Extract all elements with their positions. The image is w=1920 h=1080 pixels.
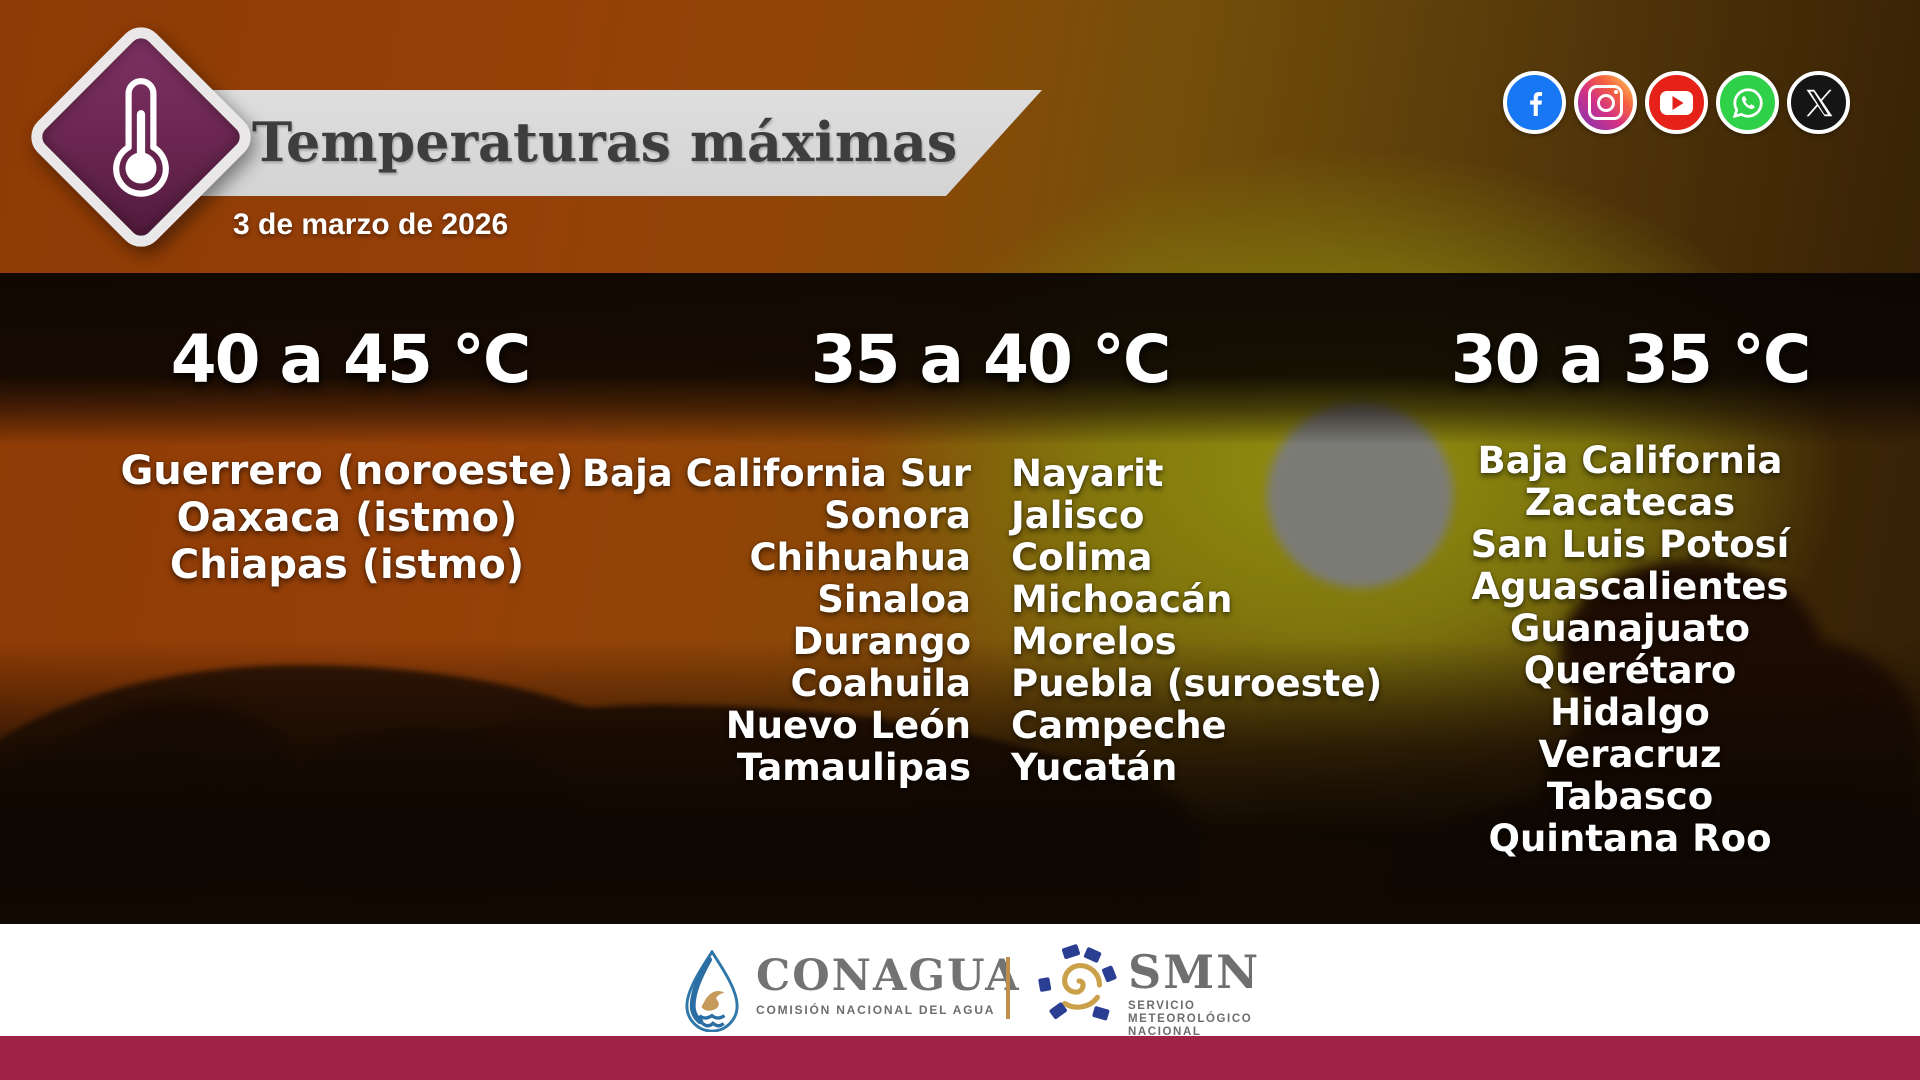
state-item: Oaxaca (istmo) xyxy=(176,495,518,541)
state-item: Chiapas (istmo) xyxy=(169,542,525,588)
temperature-range-band xyxy=(0,273,1920,445)
temp-range-header-30-35: 30 a 35 °C xyxy=(1450,321,1812,398)
date-label: 3 de marzo de 2026 xyxy=(233,208,509,241)
facebook-icon[interactable] xyxy=(1503,71,1566,134)
smn-subtitle-line: NACIONAL xyxy=(1128,1026,1202,1038)
state-item: Yucatán xyxy=(1011,746,1178,789)
instagram-icon[interactable] xyxy=(1574,71,1637,134)
thermometer-icon xyxy=(113,78,169,197)
state-item: Morelos xyxy=(1011,620,1177,663)
state-item: Campeche xyxy=(1011,704,1227,747)
state-item: Coahuila xyxy=(790,662,971,705)
title-banner xyxy=(158,90,1042,196)
state-item: Nuevo León xyxy=(725,704,971,747)
youtube-icon[interactable] xyxy=(1645,71,1708,134)
state-list-35-40-right: Nayarit Jalisco Colima Michoacán Morelos… xyxy=(1011,453,1382,789)
state-item: Quintana Roo xyxy=(1488,817,1772,860)
state-item: Tabasco xyxy=(1546,775,1714,818)
thermometer-badge xyxy=(22,18,260,256)
state-item: Sonora xyxy=(823,494,971,537)
state-item: Guerrero (noroeste) xyxy=(120,448,574,494)
page-title: Temperaturas máximas xyxy=(252,110,958,174)
state-item: Veracruz xyxy=(1538,733,1722,776)
smn-subtitle-line: SERVICIO xyxy=(1128,1000,1196,1012)
smn-subtitle-line: METEOROLÓGICO xyxy=(1128,1013,1253,1025)
conagua-name: CONAGUA xyxy=(756,951,1021,1001)
state-item: San Luis Potosí xyxy=(1470,523,1790,566)
state-item: Michoacán xyxy=(1011,578,1233,621)
state-item: Zacatecas xyxy=(1524,481,1736,524)
smn-logo-icon xyxy=(1038,944,1117,1021)
state-item: Aguascalientes xyxy=(1471,565,1789,608)
state-item: Chihuahua xyxy=(749,536,971,579)
social-bar xyxy=(1503,71,1850,134)
maroon-accent-bar xyxy=(0,1036,1920,1080)
conagua-logo-icon xyxy=(685,950,739,1032)
state-item: Jalisco xyxy=(1011,494,1145,537)
state-item: Durango xyxy=(792,620,971,663)
temp-range-header-40-45: 40 a 45 °C xyxy=(170,321,532,398)
state-item: Baja California Sur xyxy=(581,452,971,495)
state-list-35-40-left: Baja California Sur Sonora Chihuahua Sin… xyxy=(582,453,971,789)
logo-divider xyxy=(1006,957,1010,1019)
state-item: Puebla (suroeste) xyxy=(1011,662,1383,705)
state-item: Nayarit xyxy=(1011,452,1164,495)
x-twitter-icon[interactable] xyxy=(1787,71,1850,134)
state-item: Colima xyxy=(1011,536,1153,579)
state-item: Sinaloa xyxy=(817,578,971,621)
conagua-subtitle: COMISIÓN NACIONAL DEL AGUA xyxy=(756,1003,996,1017)
state-item: Tamaulipas xyxy=(736,746,971,789)
state-item: Baja California xyxy=(1477,439,1783,482)
state-list-40-45: Guerrero (noroeste) Oaxaca (istmo) Chiap… xyxy=(120,448,573,589)
temp-range-header-35-40: 35 a 40 °C xyxy=(810,321,1172,398)
state-list-30-35: Baja California Zacatecas San Luis Potos… xyxy=(1471,440,1790,860)
smn-name: SMN xyxy=(1128,945,1261,999)
state-item: Hidalgo xyxy=(1550,691,1710,734)
conagua-wordmark: CONAGUA COMISIÓN NACIONAL DEL AGUA xyxy=(756,954,1021,1017)
dark-ground-silhouette xyxy=(0,640,1920,924)
smn-wordmark: SMN SERVICIO METEOROLÓGICO NACIONAL xyxy=(1128,948,1260,1039)
whatsapp-icon[interactable] xyxy=(1716,71,1779,134)
state-item: Querétaro xyxy=(1523,649,1737,692)
smn-subtitle: SERVICIO METEOROLÓGICO NACIONAL xyxy=(1128,1000,1260,1039)
state-item: Guanajuato xyxy=(1509,607,1751,650)
footer: CONAGUA COMISIÓN NACIONAL DEL AGUA SMN S… xyxy=(0,924,1920,1039)
